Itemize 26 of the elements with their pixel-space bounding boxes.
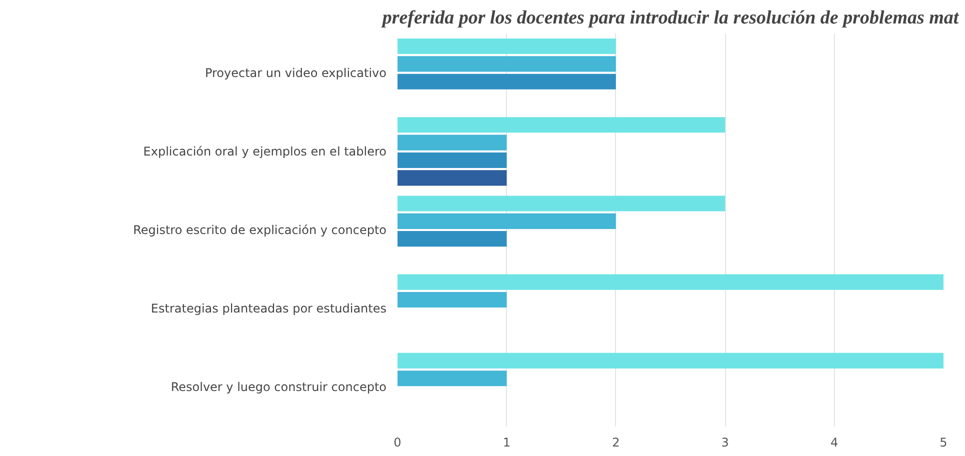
bar bbox=[398, 352, 944, 368]
x-tick-label: 4 bbox=[830, 436, 838, 450]
bar bbox=[398, 231, 507, 247]
x-tick-label: 3 bbox=[721, 436, 729, 450]
y-tick-label: Explicación oral y ejemplos en el tablero bbox=[143, 144, 387, 158]
y-tick-label: Proyectar un video explicativo bbox=[204, 66, 387, 80]
y-tick-label: Registro escrito de explicación y concepto bbox=[133, 223, 387, 237]
bar bbox=[398, 152, 507, 168]
y-tick-label: Resolver y luego construir concepto bbox=[170, 380, 387, 394]
bar bbox=[398, 117, 726, 133]
x-tick-label: 0 bbox=[394, 436, 402, 450]
bar bbox=[398, 196, 726, 212]
bar bbox=[398, 134, 507, 150]
x-tick-label: 2 bbox=[612, 436, 620, 450]
x-tick-label: 1 bbox=[502, 436, 511, 450]
chart-title: preferida por los docentes para introducir la resolución de problemas mat bbox=[380, 8, 960, 28]
bar bbox=[398, 274, 944, 290]
bar bbox=[398, 56, 616, 72]
bar bbox=[398, 170, 507, 186]
bar bbox=[398, 74, 616, 90]
bar bbox=[398, 370, 507, 386]
bar bbox=[398, 292, 507, 308]
y-tick-label: Estrategias planteadas por estudiantes bbox=[150, 302, 386, 316]
bar bbox=[398, 38, 616, 54]
bar bbox=[398, 213, 616, 229]
x-tick-label: 5 bbox=[940, 436, 948, 450]
